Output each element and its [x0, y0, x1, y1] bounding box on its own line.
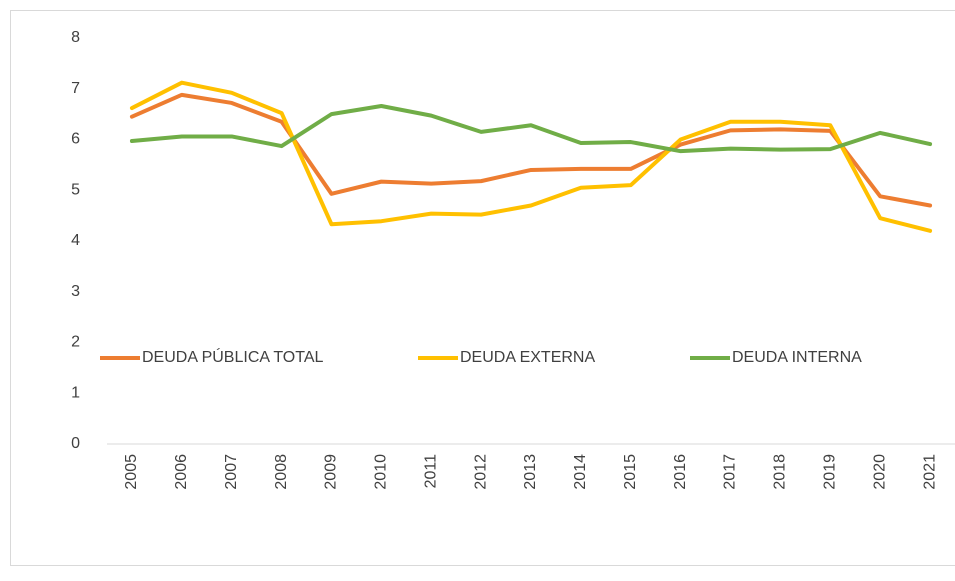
y-tick-label: 3 — [71, 283, 80, 300]
x-tick-label: 2009 — [323, 454, 340, 490]
x-tick-label: 2020 — [871, 454, 888, 490]
x-tick-label: 2008 — [273, 454, 290, 490]
x-tick-label: 2014 — [572, 454, 589, 490]
x-tick-label: 2019 — [822, 454, 839, 490]
y-tick-label: 7 — [71, 80, 80, 97]
x-tick-label: 2017 — [722, 454, 739, 490]
y-tick-label: 8 — [71, 29, 80, 46]
x-tick-label: 2016 — [672, 454, 689, 490]
legend-label: DEUDA EXTERNA — [460, 349, 595, 366]
legend-label: DEUDA INTERNA — [732, 349, 862, 366]
x-tick-label: 2015 — [622, 454, 639, 490]
x-tick-label: 2018 — [772, 454, 789, 490]
x-tick-label: 2021 — [921, 454, 938, 490]
y-tick-label: 5 — [71, 181, 80, 198]
x-tick-label: 2007 — [223, 454, 240, 490]
x-tick-label: 2012 — [472, 454, 489, 490]
x-tick-label: 2013 — [522, 454, 539, 490]
x-tick-label: 2005 — [123, 454, 140, 490]
x-tick-label: 2010 — [373, 454, 390, 490]
y-tick-label: 0 — [71, 435, 80, 452]
y-tick-label: 1 — [71, 384, 80, 401]
legend-label: DEUDA PÚBLICA TOTAL — [142, 347, 324, 366]
y-tick-label: 6 — [71, 131, 80, 148]
y-tick-label: 4 — [71, 232, 80, 249]
x-tick-label: 2011 — [422, 454, 439, 489]
y-tick-label: 2 — [71, 334, 80, 351]
x-tick-label: 2006 — [173, 454, 190, 490]
